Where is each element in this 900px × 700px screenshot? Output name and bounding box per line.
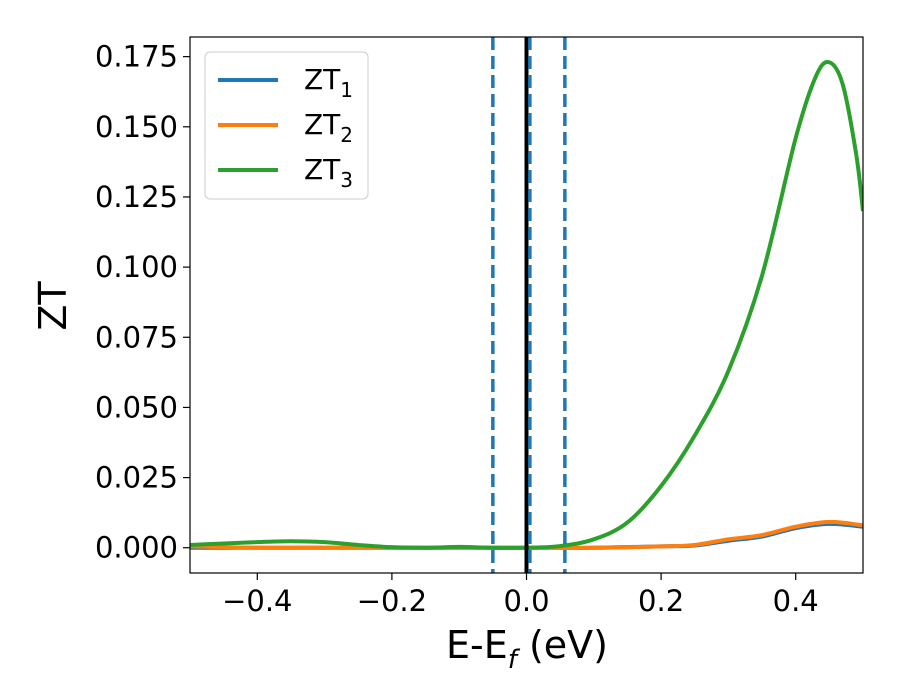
y-axis: 0.000 0.025 0.050 0.075 0.100 0.125 0.150 0.175 [95,40,190,565]
y-tick-label: 0.000 [95,531,178,565]
x-tick-label: 0.2 [638,584,684,618]
legend-label-zt1: ZT1 [304,63,353,102]
x-axis-title-unit: (eV) [517,623,608,667]
legend-label-zt2: ZT2 [304,108,353,147]
y-tick-label: 0.150 [95,110,178,144]
y-tick-label: 0.175 [95,40,178,74]
series-line-zt2 [190,519,863,550]
x-tick-label: −0.2 [357,584,427,618]
x-axis-title: E-Ef (eV) [446,623,608,675]
x-tick-label: 0.0 [503,584,549,618]
y-tick-label: 0.025 [95,461,178,495]
y-tick-label: 0.100 [95,250,178,284]
y-tick-label: 0.125 [95,180,178,214]
x-tick-label: −0.4 [222,584,292,618]
series-group [190,37,863,573]
legend-label-zt3: ZT3 [304,153,353,192]
legend-box [204,51,369,200]
x-axis-title-main: E-E [446,623,508,667]
plot-area [189,36,864,574]
y-axis-title: ZT [31,281,75,331]
series-line-zt3 [190,59,863,550]
y-tick-label: 0.075 [95,320,178,354]
legend: ZT1 ZT2 ZT3 [204,51,369,200]
x-axis: −0.4 −0.2 0.0 0.2 0.4 [222,573,819,618]
y-tick-label: 0.050 [95,390,178,424]
x-tick-label: 0.4 [773,584,819,618]
